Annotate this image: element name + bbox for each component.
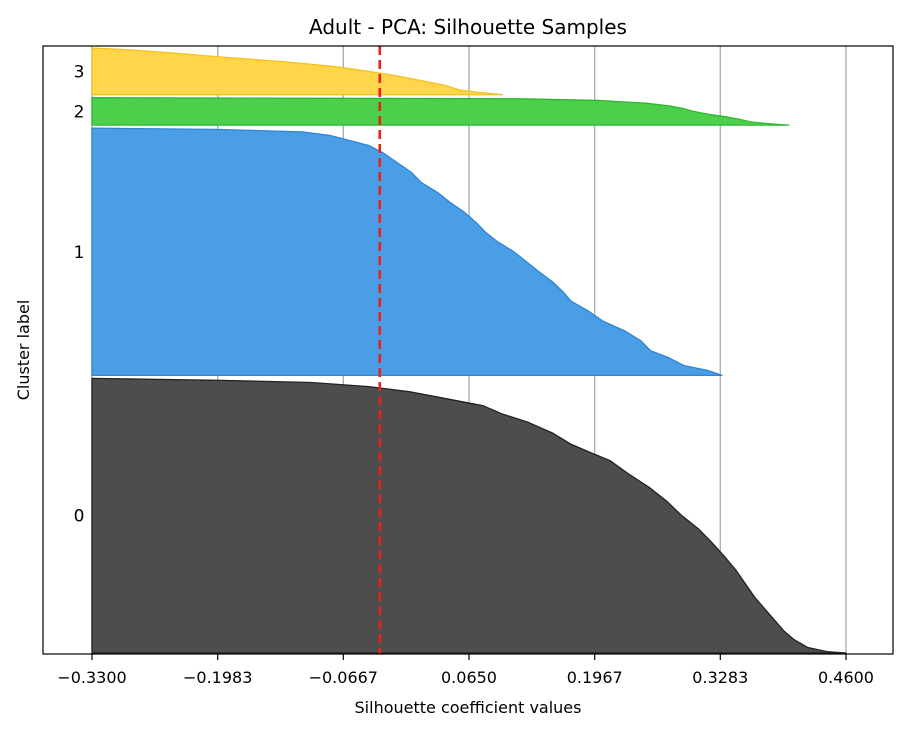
x-tick-label: 0.1967 — [567, 668, 623, 687]
x-tick-label: −0.1983 — [183, 668, 252, 687]
cluster-labels: 0 1 2 3 — [74, 62, 85, 526]
cluster-2-band — [91, 97, 790, 126]
x-tick-label: −0.0667 — [309, 668, 378, 687]
y-axis-label: Cluster label — [14, 300, 33, 401]
cluster-1-band — [91, 127, 723, 376]
x-tick-label: 0.0650 — [441, 668, 497, 687]
cluster-label-3: 3 — [74, 62, 85, 82]
x-axis-label: Silhouette coefficient values — [355, 698, 582, 717]
cluster-0-band — [91, 377, 847, 654]
plot-frame — [42, 45, 894, 655]
x-tick-label: 0.3283 — [692, 668, 748, 687]
cluster-3-band — [91, 47, 504, 96]
chart-title: Adult - PCA: Silhouette Samples — [309, 15, 627, 39]
cluster-label-0: 0 — [74, 507, 85, 527]
x-ticks: −0.3300 −0.1983 −0.0667 0.0650 0.1967 0.3283 0… — [57, 654, 874, 687]
cluster-label-2: 2 — [74, 102, 85, 122]
cluster-bands — [91, 47, 847, 654]
x-tick-label: 0.4600 — [818, 668, 874, 687]
cluster-label-1: 1 — [74, 243, 85, 263]
x-tick-label: −0.3300 — [57, 668, 126, 687]
